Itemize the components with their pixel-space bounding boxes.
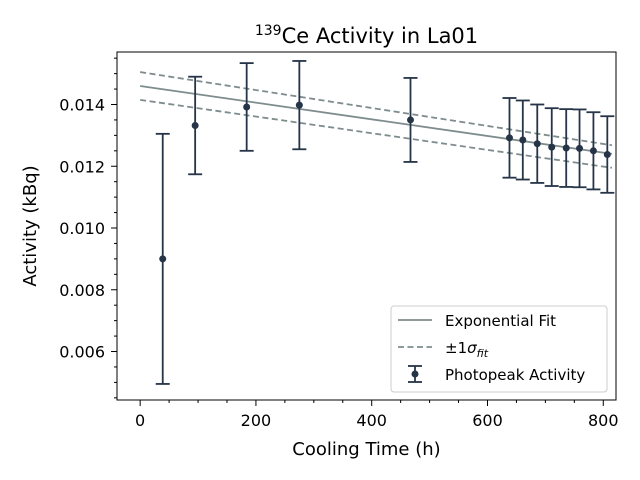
title-text: Ce Activity in La01 bbox=[282, 24, 479, 48]
data-point bbox=[562, 144, 570, 152]
y-tick-label: 0.014 bbox=[59, 95, 105, 114]
fit-lower-bound-line bbox=[140, 98, 613, 169]
y-tick-label: 0.012 bbox=[59, 157, 105, 176]
x-tick-label: 400 bbox=[356, 411, 387, 430]
legend-errorbar-marker bbox=[411, 370, 419, 378]
data-point bbox=[576, 144, 584, 152]
data-point bbox=[406, 116, 414, 124]
x-tick-label: 0 bbox=[135, 411, 145, 430]
fit-upper-bound-line bbox=[140, 71, 613, 147]
y-axis-label: Activity (kBq) bbox=[20, 165, 41, 286]
exponential-fit-line bbox=[140, 85, 613, 155]
data-point bbox=[548, 143, 556, 151]
legend-band-label-part: ±1 bbox=[445, 339, 467, 357]
y-tick-label: 0.008 bbox=[59, 281, 105, 300]
data-point bbox=[603, 151, 611, 159]
data-point bbox=[191, 121, 199, 129]
data-point bbox=[159, 255, 167, 263]
data-point bbox=[243, 103, 251, 111]
legend-errorbar-label: Photopeak Activity bbox=[445, 366, 585, 384]
legend-band-label-part: σ bbox=[467, 339, 477, 357]
y-tick-label: 0.010 bbox=[59, 219, 105, 238]
plot-frame bbox=[116, 51, 617, 401]
y-tick-label: 0.006 bbox=[59, 343, 105, 362]
legend: Exponential Fit ±1σfit Photopeak Activity bbox=[390, 305, 608, 393]
x-axis-label: Cooling Time (h) bbox=[292, 439, 440, 460]
data-point bbox=[589, 147, 597, 155]
legend-box bbox=[390, 305, 608, 393]
data-point bbox=[295, 101, 303, 109]
data-point bbox=[519, 136, 527, 144]
legend-band-label: ±1σfit bbox=[445, 339, 489, 360]
data-point bbox=[533, 140, 541, 148]
x-tick-label: 600 bbox=[472, 411, 503, 430]
data-point bbox=[505, 134, 513, 142]
x-tick-label: 200 bbox=[241, 411, 272, 430]
legend-fit-label: Exponential Fit bbox=[445, 312, 556, 330]
chart-title: 139Ce Activity in La01 bbox=[255, 23, 478, 48]
title-isotope-mass: 139 bbox=[255, 23, 282, 39]
x-tick-label: 800 bbox=[588, 411, 619, 430]
legend-band-label-part: fit bbox=[477, 347, 489, 360]
